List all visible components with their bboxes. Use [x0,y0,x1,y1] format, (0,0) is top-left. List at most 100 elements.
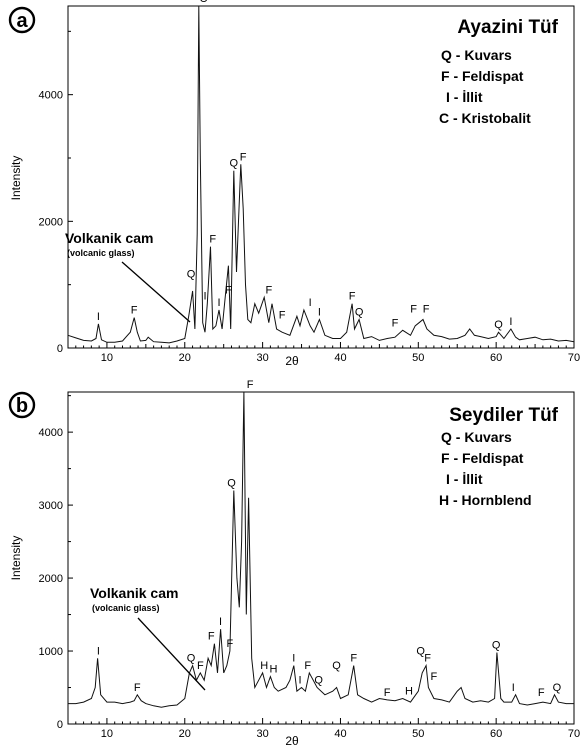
panel-a-callout-title: Volkanik cam [65,230,153,246]
panel-a-x-tick-label: 40 [334,352,346,364]
panel-b-peak-label: Q [187,653,196,665]
panel-b-x-tick-label: 20 [179,728,191,740]
panel-b-peak-label: F [227,638,234,650]
panel-b-label-circle [8,391,36,419]
panel-a-peak-labels: IFQCIFIFQFFFIIFQFFFQI [97,0,513,331]
panel-b-legend: Q - Kuvars F - Feldispat I - İllit H - H… [439,429,532,508]
panel-b-y-tick-label: 2000 [39,573,63,585]
panel-b-peak-label: F [384,687,391,699]
panel-a-peak-label: Q [230,158,239,170]
panel-b-peak-label: F [134,682,141,694]
panel-b-peak-label: Q [492,639,501,651]
panel-a-peak-label: Q [355,307,364,319]
panel-a-legend-item: C - Kristobalit [439,110,531,126]
panel-b-title: Seydiler Tüf [449,405,558,426]
panel-a-y-tick-label: 4000 [39,90,63,102]
panel-b-peak-label: F [350,653,357,665]
panel-a-x-axis-label: 2θ [285,354,299,368]
panel-a-peak-label: F [392,317,399,329]
panel-b-frame [67,391,575,725]
panel-a-peak-label: F [240,151,247,163]
panel-a-y-ticks: 0 2000 4000 [39,30,73,355]
panel-b-peak-label: I [292,653,295,665]
panel-b-peak-label: I [298,675,301,687]
panel-b-legend-item: H - Hornblend [439,492,532,508]
panel-b-y-tick-label: 4000 [39,427,63,439]
panel-a-legend: Q - Kuvars F - Feldispat I - İllit C - K… [439,47,531,126]
panel-b-peak-label: F [247,379,254,391]
panel-a-peak-label: F [349,291,356,303]
panel-a-peak-label: F [131,305,138,317]
panel-a-peak-label: F [410,303,417,315]
panel-b-peak-label: Q [314,675,323,687]
panel-a-peak-label: C [199,0,207,5]
panel-b-peak-label: Q [227,478,236,490]
panel-a-legend-item: F - Feldispat [441,68,524,84]
panel-a-diffraction-trace [67,5,575,344]
panel-a-peak-label: F [279,310,286,322]
panel-b-peak-label: H [270,664,278,676]
panel-a-x-tick-label: 50 [412,352,424,364]
panel-b-peak-label: F [197,660,204,672]
panel-b-x-tick-label: 70 [568,728,580,740]
panel-a-peak-label: F [265,284,272,296]
panel-b-y-ticks: 0 1000 2000 3000 4000 [39,395,73,731]
panel-b-callout-subtitle: (volcanic glass) [92,603,160,613]
panel-a-peak-label: I [203,291,206,303]
panel-a-y-tick-label: 0 [57,343,63,355]
panel-b-diffraction-trace [68,391,574,708]
panel-a-label: a [16,10,28,32]
panel-a-x-tick-label: 10 [101,352,113,364]
panel-b-peak-label: I [219,616,222,628]
panel-b-x-axis-label: 2θ [285,734,299,748]
panel-b-peak-label: Q [553,682,562,694]
panel-a-peak-label: Q [494,319,503,331]
panel-b-legend-item: Q - Kuvars [441,429,512,445]
panel-a-callout-subtitle: (volcanic glass) [67,248,135,258]
panel-b-x-tick-label: 30 [256,728,268,740]
panel-a-peak-label: F [209,234,216,246]
panel-a-legend-item: I - İllit [446,89,483,105]
panel-a-title: Ayazini Tüf [457,17,558,38]
panel-b-peak-label: F [304,660,311,672]
panel-b-x-tick-label: 10 [101,728,113,740]
panel-b-peak-label: I [512,682,515,694]
panel-b-peak-label: Q [332,660,341,672]
panel-a-frame [67,5,575,349]
panel-a-peak-label: F [225,284,232,296]
panel-a-label-circle [8,6,36,34]
panel-a-peak-label: I [318,307,321,319]
panel-a-peak-label: F [423,303,430,315]
panel-a-y-tick-label: 2000 [39,216,63,228]
panel-a-peak-label: Q [187,269,196,281]
panel-b-y-tick-label: 3000 [39,500,63,512]
panel-a-callout-line [121,261,191,323]
panel-b-callout-line [137,617,206,691]
panel-b-label: b [16,395,28,417]
panel-b-callout-title: Volkanik cam [90,585,178,601]
panel-a-x-tick-label: 30 [256,352,268,364]
panel-a-x-tick-label: 20 [179,352,191,364]
panel-a-peak-label: I [509,316,512,328]
panel-a-peak-label: I [309,297,312,309]
panel-b-peak-label: F [424,653,431,665]
panel-b-peak-label: F [431,671,438,683]
panel-a-legend-item: Q - Kuvars [441,47,512,63]
panel-b-x-tick-label: 40 [334,728,346,740]
panel-b-legend-item: F - Feldispat [441,450,524,466]
panel-a-y-axis-label: Intensity [9,156,23,201]
panel-b-peak-label: H [405,685,413,697]
panel-b-peak-label: H [260,660,268,672]
panel-a-x-tick-label: 60 [490,352,502,364]
panel-a-peak-label: I [97,311,100,323]
panel-a-x-ticks: 10 20 30 40 50 60 70 [75,342,580,364]
panel-a-peak-label: I [217,297,220,309]
panel-b-peak-label: I [97,645,100,657]
panel-b-peak-label: F [208,631,215,643]
panel-a-x-tick-label: 70 [568,352,580,364]
panel-b-y-axis-label: Intensity [9,536,23,581]
